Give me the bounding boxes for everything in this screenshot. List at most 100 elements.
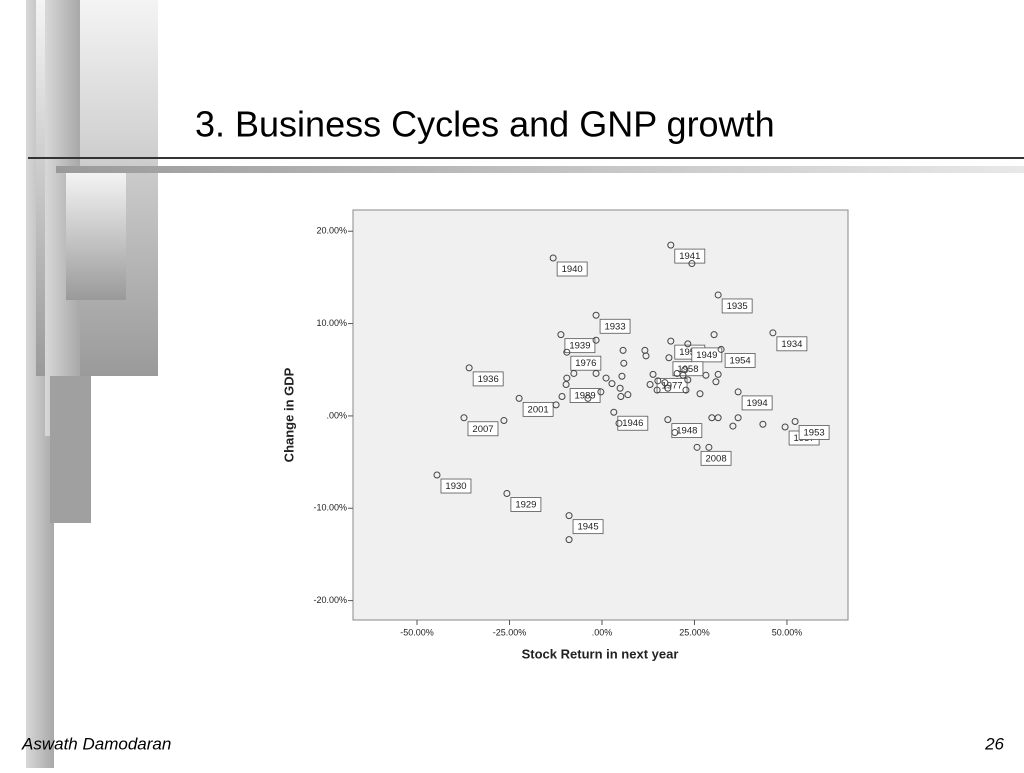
point bbox=[665, 354, 673, 362]
point bbox=[646, 381, 654, 389]
y-tick-label: -20.00% bbox=[313, 595, 347, 605]
point-label-box bbox=[564, 338, 596, 354]
point bbox=[769, 329, 777, 337]
point bbox=[624, 391, 632, 399]
point-label-box bbox=[440, 478, 472, 494]
point-label-box bbox=[472, 371, 504, 387]
point-label: 1976 bbox=[575, 358, 596, 369]
y-tick-label: .00% bbox=[326, 410, 347, 420]
point bbox=[565, 536, 573, 544]
point bbox=[791, 417, 799, 425]
point bbox=[702, 371, 710, 379]
point bbox=[570, 369, 578, 377]
point bbox=[661, 379, 669, 387]
point-label-box bbox=[510, 497, 542, 512]
point-label: 1939 bbox=[569, 341, 590, 352]
point-label: 1950 bbox=[679, 347, 700, 358]
point bbox=[618, 372, 626, 380]
point-label: 1945 bbox=[577, 522, 598, 533]
point-label-box bbox=[776, 336, 808, 352]
point bbox=[617, 393, 625, 401]
point bbox=[710, 331, 718, 339]
point bbox=[667, 337, 675, 345]
point-label-box bbox=[572, 519, 604, 535]
point-label-box bbox=[724, 353, 756, 368]
point bbox=[619, 346, 627, 354]
point bbox=[712, 378, 720, 386]
point bbox=[653, 386, 661, 394]
point-label: 1929 bbox=[515, 500, 536, 511]
point bbox=[597, 388, 605, 396]
point-label-box bbox=[467, 421, 499, 437]
point-label-box bbox=[691, 347, 723, 363]
point-label: 1977 bbox=[661, 380, 682, 391]
point-label: 1946 bbox=[622, 418, 643, 429]
point bbox=[558, 393, 566, 401]
point bbox=[592, 311, 600, 319]
slide-title: 3. Business Cycles and GNP growth bbox=[195, 104, 775, 145]
point-label: 1949 bbox=[696, 350, 717, 361]
point bbox=[549, 254, 557, 262]
point-label: 1940 bbox=[562, 264, 583, 275]
point-label-box bbox=[522, 401, 554, 417]
point bbox=[616, 384, 624, 392]
point bbox=[563, 348, 571, 356]
point bbox=[734, 388, 742, 396]
point bbox=[610, 408, 618, 416]
point bbox=[671, 429, 679, 437]
point bbox=[562, 381, 570, 389]
y-tick-label: 20.00% bbox=[316, 226, 347, 236]
point-label-box bbox=[570, 355, 602, 371]
point bbox=[664, 416, 672, 424]
point-label: 1994 bbox=[747, 398, 768, 409]
y-tick-label: -10.00% bbox=[313, 503, 347, 513]
point bbox=[552, 401, 560, 409]
point bbox=[667, 241, 675, 249]
point bbox=[717, 345, 725, 353]
point bbox=[433, 471, 441, 479]
point-label: 1933 bbox=[604, 321, 625, 332]
point-label-box bbox=[617, 415, 649, 431]
point bbox=[759, 420, 767, 428]
x-tick-label: .00% bbox=[592, 627, 613, 637]
point bbox=[642, 352, 650, 360]
page-number: 26 bbox=[984, 734, 1004, 753]
point bbox=[608, 380, 616, 388]
point bbox=[693, 443, 701, 451]
point bbox=[682, 386, 690, 394]
point bbox=[503, 489, 511, 497]
point-label-box bbox=[556, 261, 588, 277]
point bbox=[714, 414, 722, 422]
point bbox=[729, 422, 737, 430]
point-label: 1948 bbox=[676, 426, 697, 437]
point bbox=[684, 376, 692, 384]
x-tick-label: -25.00% bbox=[493, 627, 527, 637]
point bbox=[684, 340, 692, 348]
point-label: 1954 bbox=[730, 355, 751, 366]
point bbox=[714, 291, 722, 299]
point-label-box bbox=[674, 248, 706, 264]
point bbox=[465, 364, 473, 372]
point bbox=[592, 369, 600, 377]
point bbox=[565, 512, 573, 520]
point bbox=[592, 336, 600, 344]
point bbox=[460, 414, 468, 422]
point-label-box bbox=[599, 318, 631, 334]
point-label-box bbox=[569, 388, 601, 403]
point-label: 2001 bbox=[528, 404, 549, 415]
point-label-box bbox=[741, 395, 773, 411]
author: Aswath Damodaran bbox=[21, 734, 171, 753]
point-label-box bbox=[700, 450, 732, 466]
point bbox=[584, 394, 592, 402]
y-tick-label: 10.00% bbox=[316, 318, 347, 328]
decoration bbox=[26, 0, 1024, 768]
point-label: 1930 bbox=[445, 481, 466, 492]
point bbox=[602, 374, 610, 382]
point-label: 2008 bbox=[705, 453, 726, 464]
point bbox=[734, 414, 742, 422]
point bbox=[620, 359, 628, 367]
point bbox=[615, 419, 623, 427]
point bbox=[781, 423, 789, 431]
point bbox=[500, 417, 508, 425]
